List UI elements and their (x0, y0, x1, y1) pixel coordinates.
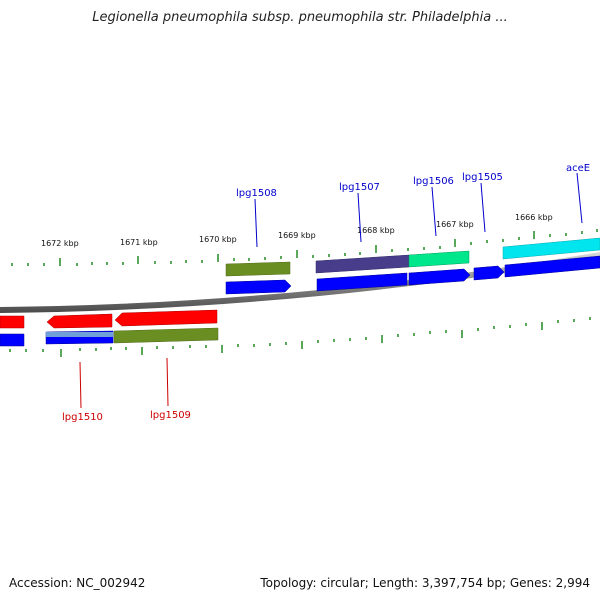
gene-arrow[interactable] (408, 268, 471, 286)
reverse-strand-track (0, 309, 219, 347)
gene-label-lpg1507[interactable]: lpg1507 (339, 182, 380, 193)
forward-strand-track (225, 237, 600, 295)
feature-bar[interactable] (408, 250, 470, 268)
map-title: Legionella pneumophila subsp. pneumophil… (92, 10, 508, 25)
scale-label: 1669 kbp (278, 231, 316, 240)
feature-bar[interactable] (225, 261, 291, 277)
gene-arrow[interactable] (0, 315, 25, 329)
gene-label-aceE[interactable]: aceE (566, 163, 590, 174)
scale-ticks-outer (11, 229, 598, 266)
gene-label-lpg1506[interactable]: lpg1506 (413, 176, 454, 187)
scale-label: 1667 kbp (436, 220, 474, 229)
scale-label: 1672 kbp (41, 239, 79, 248)
label-leaders-top (254, 172, 583, 248)
accession-text: Accession: NC_002942 (9, 576, 146, 590)
scale-label: 1671 kbp (120, 238, 158, 247)
feature-bar[interactable] (315, 254, 410, 274)
genome-backbone (0, 252, 600, 313)
gene-arrow[interactable] (225, 279, 292, 295)
gene-arrow[interactable] (316, 272, 408, 292)
scale-label: 1670 kbp (199, 235, 237, 244)
feature-bar[interactable] (113, 327, 219, 344)
label-leaders-bottom (79, 357, 169, 409)
gene-label-lpg1509[interactable]: lpg1509 (150, 410, 191, 421)
gene-label-lpg1510[interactable]: lpg1510 (62, 412, 103, 423)
gene-label-lpg1508[interactable]: lpg1508 (236, 188, 277, 199)
gene-arrow[interactable] (504, 255, 600, 278)
gene-arrow[interactable] (46, 313, 113, 329)
gene-arrow[interactable] (114, 309, 218, 327)
feature-bar[interactable] (502, 237, 600, 260)
genome-stats-text: Topology: circular; Length: 3,397,754 bp… (260, 576, 590, 590)
gene-arrow[interactable] (0, 333, 25, 347)
gene-label-lpg1505[interactable]: lpg1505 (462, 172, 503, 183)
scale-label: 1668 kbp (357, 226, 395, 235)
feature-bar[interactable] (46, 332, 113, 337)
gene-arrow[interactable] (473, 265, 505, 281)
scale-ticks-inner (9, 317, 591, 357)
scale-label: 1666 kbp (515, 213, 553, 222)
